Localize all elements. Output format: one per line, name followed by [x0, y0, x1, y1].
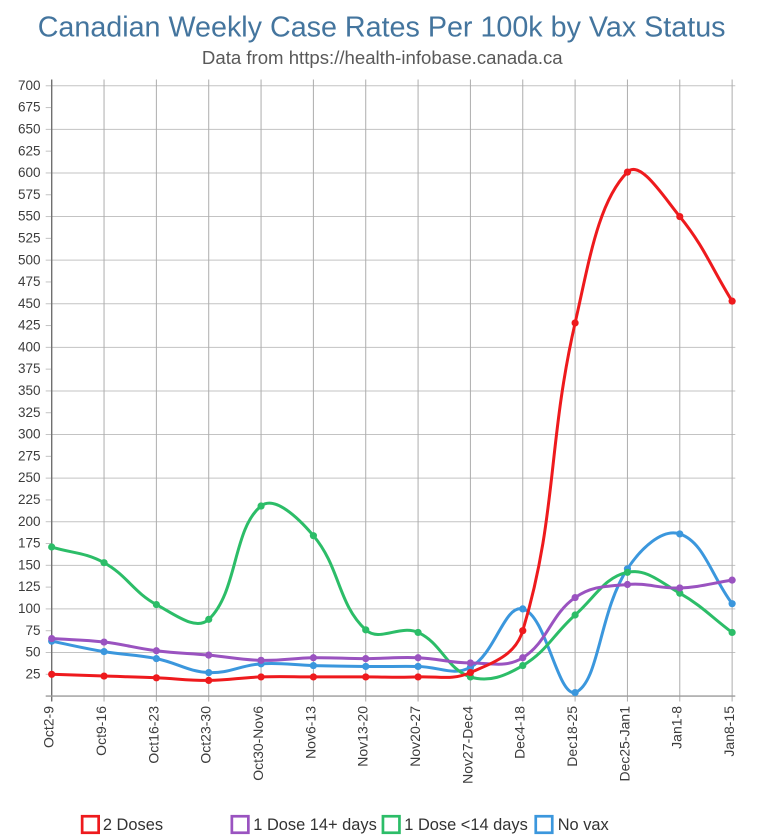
svg-text:Canadian Weekly Case Rates Per: Canadian Weekly Case Rates Per 100k by V… — [38, 11, 726, 43]
svg-text:700: 700 — [18, 78, 41, 93]
svg-text:Oct30-Nov6: Oct30-Nov6 — [250, 706, 266, 781]
svg-text:50: 50 — [25, 645, 40, 660]
svg-text:675: 675 — [18, 100, 41, 115]
svg-text:650: 650 — [18, 121, 41, 136]
svg-text:600: 600 — [18, 165, 41, 180]
svg-text:125: 125 — [18, 579, 41, 594]
svg-text:350: 350 — [18, 383, 41, 398]
svg-text:1 Dose 14+ days: 1 Dose 14+ days — [253, 816, 376, 834]
svg-text:225: 225 — [18, 492, 41, 507]
svg-text:625: 625 — [18, 143, 41, 158]
svg-text:Data from https://health-infob: Data from https://health-infobase.canada… — [202, 47, 563, 68]
svg-text:550: 550 — [18, 209, 41, 224]
svg-text:200: 200 — [18, 514, 41, 529]
svg-text:Dec18-25: Dec18-25 — [564, 706, 580, 767]
svg-text:25: 25 — [25, 666, 40, 681]
svg-text:325: 325 — [18, 405, 41, 420]
svg-text:Oct2-9: Oct2-9 — [41, 706, 57, 748]
svg-text:1 Dose <14 days: 1 Dose <14 days — [404, 816, 527, 834]
svg-text:525: 525 — [18, 230, 41, 245]
svg-text:Nov13-20: Nov13-20 — [355, 706, 371, 767]
svg-text:Jan8-15: Jan8-15 — [721, 706, 737, 757]
svg-text:Oct16-23: Oct16-23 — [145, 706, 161, 764]
svg-text:Dec4-18: Dec4-18 — [512, 706, 528, 759]
svg-text:Nov27-Dec4: Nov27-Dec4 — [459, 706, 475, 784]
svg-text:2 Doses: 2 Doses — [103, 816, 163, 834]
svg-text:575: 575 — [18, 187, 41, 202]
svg-text:Nov6-13: Nov6-13 — [302, 706, 318, 759]
svg-text:500: 500 — [18, 252, 41, 267]
svg-text:150: 150 — [18, 557, 41, 572]
svg-text:100: 100 — [18, 601, 41, 616]
svg-text:375: 375 — [18, 361, 41, 376]
svg-text:75: 75 — [25, 623, 40, 638]
svg-text:No vax: No vax — [558, 816, 610, 834]
svg-text:400: 400 — [18, 339, 41, 354]
svg-text:450: 450 — [18, 296, 41, 311]
svg-text:Jan1-8: Jan1-8 — [669, 706, 685, 749]
svg-text:Oct23-30: Oct23-30 — [198, 706, 214, 764]
svg-text:175: 175 — [18, 536, 41, 551]
svg-text:475: 475 — [18, 274, 41, 289]
svg-text:300: 300 — [18, 427, 41, 442]
svg-text:Oct9-16: Oct9-16 — [93, 706, 109, 756]
svg-text:275: 275 — [18, 448, 41, 463]
svg-text:250: 250 — [18, 470, 41, 485]
svg-text:Nov20-27: Nov20-27 — [407, 706, 423, 767]
svg-text:Dec25-Jan1: Dec25-Jan1 — [616, 706, 632, 782]
svg-text:425: 425 — [18, 318, 41, 333]
